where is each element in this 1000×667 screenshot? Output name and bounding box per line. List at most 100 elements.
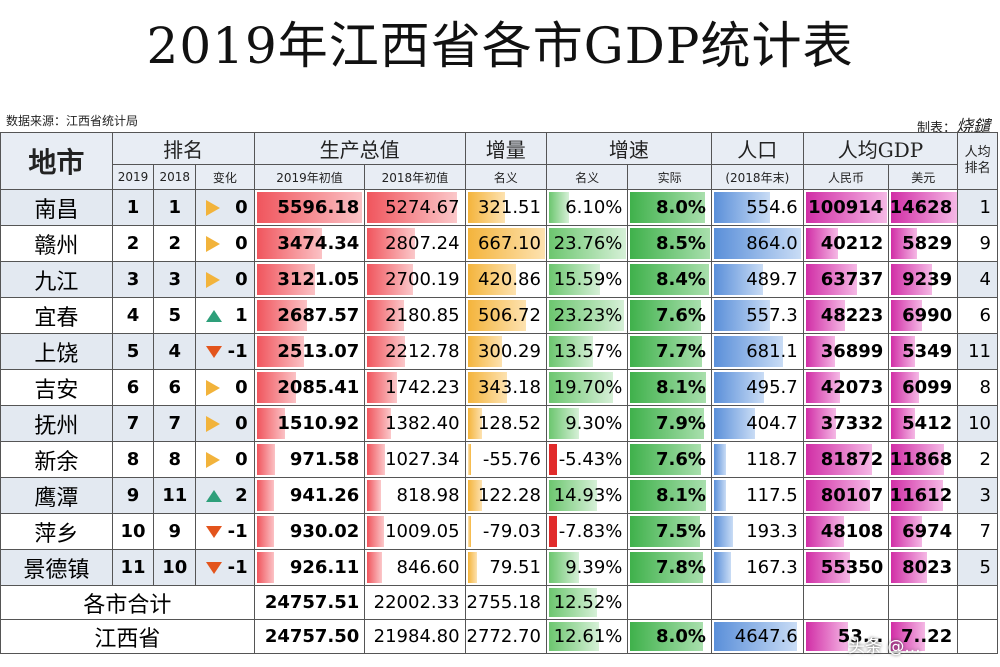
bar-real — [630, 192, 705, 223]
page-title: 2019年江西省各市GDP统计表 — [146, 17, 854, 75]
bar-usd — [891, 444, 945, 475]
cell-gdp2018: 1382.40 — [364, 405, 466, 442]
cell-pop: 193.3 — [710, 513, 804, 550]
bar-gdp2019 — [256, 264, 316, 295]
cell-gdp2018: 846.60 — [364, 549, 466, 586]
province-rmb: 53... — [802, 619, 890, 654]
total-label: 各市合计 — [0, 585, 255, 620]
arrow-up-icon — [206, 489, 223, 502]
bar-usd — [891, 516, 923, 547]
bar-pop — [713, 408, 755, 439]
cell-city: 景德镇 — [0, 549, 113, 586]
bar-inc — [467, 444, 471, 475]
arrow-right-icon — [206, 415, 221, 432]
change-value: -1 — [227, 521, 248, 542]
cell-rank-2018: 11 — [153, 477, 197, 514]
cell-change: 0 — [195, 405, 255, 442]
cell-change: -1 — [195, 549, 255, 586]
cell-usd: 5829 — [888, 225, 959, 262]
cell-gdp2019: 941.26 — [253, 477, 366, 514]
bar-rmb — [805, 300, 845, 331]
bar-pop — [713, 192, 770, 223]
bar-inc — [467, 552, 477, 583]
arrow-right-icon — [206, 451, 221, 468]
bar-gdp2018 — [367, 264, 414, 295]
cell-change: -1 — [195, 333, 255, 370]
table-row: 萍乡 10 9 -1 930.02 1009.05 -79.03 -7.83% 7.5% 193.… — [0, 513, 998, 550]
cell-rank-2019: 3 — [111, 261, 155, 298]
bar-nom — [548, 516, 557, 547]
bar-gdp2019 — [256, 228, 323, 259]
cell-gdp2018: 1027.34 — [364, 441, 466, 478]
province-growth-nominal: 12.61% — [545, 619, 629, 654]
bar-rmb — [805, 480, 871, 511]
cell-nom: 13.57% — [545, 333, 629, 370]
bar-real — [630, 480, 706, 511]
cell-change: 2 — [195, 477, 255, 514]
arrow-right-icon — [206, 379, 221, 396]
bar-real — [630, 516, 701, 547]
header-growth: 增速 — [545, 132, 712, 165]
cell-real: 8.0% — [627, 189, 712, 226]
table-row: 宜春 4 5 1 2687.57 2180.85 506.72 23.23% 7.6% 557.3… — [0, 297, 998, 334]
bar-rmb — [805, 192, 887, 223]
cell-rank-2019: 10 — [111, 513, 155, 550]
cell-rank-2019: 9 — [111, 477, 155, 514]
cell-nom: 15.59% — [545, 261, 629, 298]
cell-inc: 128.52 — [464, 405, 547, 442]
cell-usd: 6990 — [888, 297, 959, 334]
cell-nom: 6.10% — [545, 189, 629, 226]
cell-per-capita-rank: 10 — [957, 405, 998, 442]
bar-gdp2019 — [256, 372, 296, 403]
cell-rank-2019: 6 — [111, 369, 155, 406]
cell-rank-2019: 2 — [111, 225, 155, 262]
province-pc-rank — [957, 619, 998, 654]
cell-real: 8.4% — [627, 261, 712, 298]
bar-rmb — [805, 228, 839, 259]
cell-rmb: 40212 — [802, 225, 890, 262]
bar-gdp2019 — [256, 192, 362, 223]
cell-usd: 8023 — [888, 549, 959, 586]
cell-rank-2019: 8 — [111, 441, 155, 478]
bar-rmb — [805, 444, 872, 475]
cell-gdp2018: 818.98 — [364, 477, 466, 514]
bar-rmb — [805, 516, 845, 547]
bar-usd — [891, 336, 916, 367]
cell-gdp2018: 2180.85 — [364, 297, 466, 334]
bar-gdp2019 — [256, 408, 286, 439]
province-growth-real: 8.0% — [627, 619, 712, 654]
cell-gdp2018: 5274.67 — [364, 189, 466, 226]
cell-pop: 495.7 — [710, 369, 804, 406]
bar-nom — [548, 336, 594, 367]
province-population: 4647.6 — [710, 619, 804, 654]
bar-pop — [713, 264, 764, 295]
cell-city: 新余 — [0, 441, 113, 478]
cell-usd: 5349 — [888, 333, 959, 370]
cell-nom: -5.43% — [545, 441, 629, 478]
bar-nom — [548, 372, 613, 403]
bar-pop — [713, 372, 764, 403]
header-rank-2018: 2018 — [153, 164, 197, 190]
bar-rmb — [805, 264, 858, 295]
cell-gdp2019: 3474.34 — [253, 225, 366, 262]
bar-gdp2019 — [256, 516, 275, 547]
cell-rank-2018: 7 — [153, 405, 197, 442]
cell-per-capita-rank: 8 — [957, 369, 998, 406]
total-increase: 2755.18 — [464, 585, 547, 620]
bar-gdp2019 — [256, 552, 275, 583]
table-row: 吉安 6 6 0 2085.41 1742.23 343.18 19.70% 8.1% 495.7… — [0, 369, 998, 406]
change-value: -1 — [227, 557, 248, 578]
bar-nom — [548, 192, 569, 223]
cell-gdp2018: 2807.24 — [364, 225, 466, 262]
cell-usd: 6974 — [888, 513, 959, 550]
province-row: 江西省 24757.50 21984.80 2772.70 12.61% 8.0… — [0, 619, 998, 654]
cell-change: 1 — [195, 297, 255, 334]
cell-gdp2018: 1009.05 — [364, 513, 466, 550]
cell-real: 7.9% — [627, 405, 712, 442]
cell-rank-2018: 4 — [153, 333, 197, 370]
arrow-down-icon — [206, 345, 223, 358]
bar-usd — [891, 264, 933, 295]
cell-change: 0 — [195, 225, 255, 262]
cell-inc: 321.51 — [464, 189, 547, 226]
cell-pop: 167.3 — [710, 549, 804, 586]
